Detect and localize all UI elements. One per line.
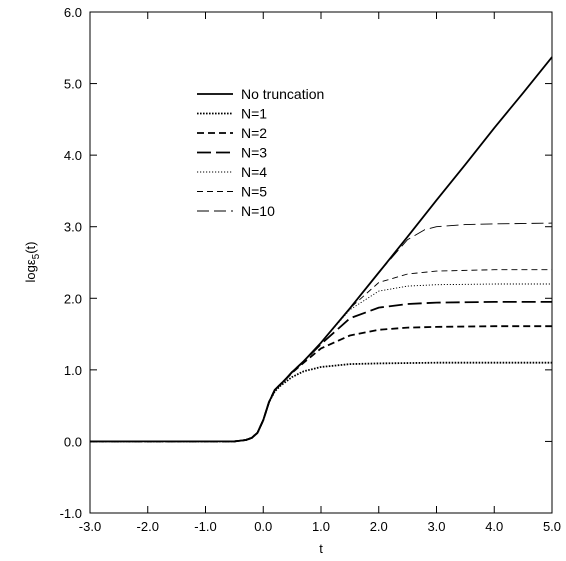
y-tick-label: 5.0 [64,77,82,92]
y-axis-label-subscript: 5 [31,253,42,259]
x-axis-label: t [319,541,323,556]
y-axis-label-main: logε [23,259,38,282]
legend: No truncation N=1 N=2 N=3 N=4 N=5 N=10 [197,86,324,219]
x-tick-label: -3.0 [79,519,101,534]
series-line-n10 [90,222,553,442]
y-tick-label: 0.0 [64,434,82,449]
series-line-n5 [90,269,552,442]
y-tick-label: -1.0 [60,506,82,521]
x-tick-label: 4.0 [485,519,503,534]
x-tick-label: 3.0 [427,519,445,534]
series-line-n1 [90,361,552,443]
y-tick-label: 4.0 [64,148,82,163]
x-tick-label: -2.0 [137,519,159,534]
series-layer [90,56,553,443]
ticks: -3.0 -2.0 -1.0 0.0 1.0 2.0 3.0 4.0 5.0 -1.0 0.0 1.0… [60,5,561,534]
y-tick-label: 3.0 [64,220,82,235]
legend-label: N=10 [241,203,275,219]
x-tick-label: 5.0 [543,519,561,534]
series-line-n3 [90,301,552,443]
x-tick-label: 1.0 [312,519,330,534]
legend-label: No truncation [241,86,324,102]
x-tick-label: -1.0 [194,519,216,534]
series-line-no-truncation [90,56,553,443]
y-tick-label: 6.0 [64,5,82,20]
x-tick-label: 2.0 [370,519,388,534]
y-tick-label: 1.0 [64,363,82,378]
x-tick-label: 0.0 [254,519,272,534]
legend-label: N=3 [241,145,267,161]
legend-label: N=5 [241,184,267,200]
legend-label: N=1 [241,106,267,122]
y-tick-label: 2.0 [64,291,82,306]
y-axis-label-suffix: (t) [23,242,38,254]
legend-label: N=2 [241,125,267,141]
legend-label: N=4 [241,164,267,180]
y-axis-label: logε5(t) [23,242,42,283]
